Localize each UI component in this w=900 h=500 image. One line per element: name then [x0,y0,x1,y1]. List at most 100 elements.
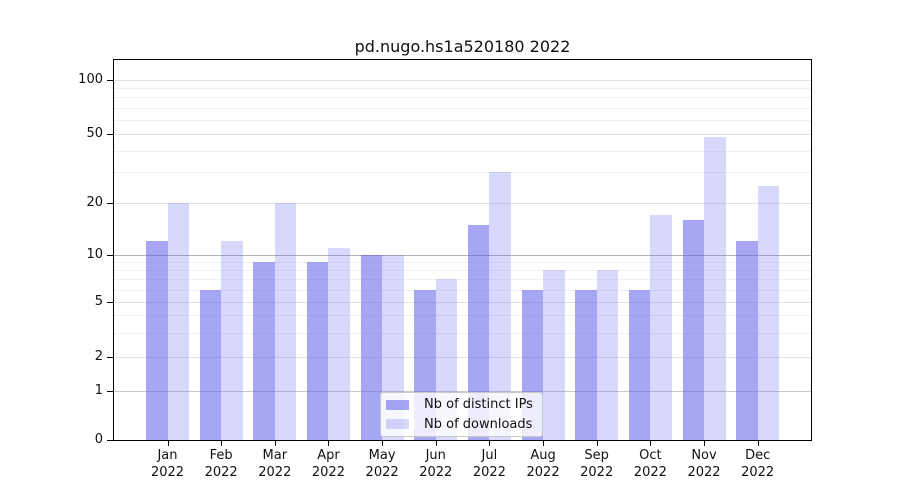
bar-nb-of-downloads-feb [221,241,243,440]
bar-nb-of-downloads-sep [596,270,619,440]
y-tick-mark [107,391,113,392]
x-tick-month: Jan [157,448,178,463]
x-tick-month: Jul [481,448,498,463]
x-tick-mark [489,441,491,446]
x-tick-mark [435,441,437,446]
major-gridline [114,80,811,81]
legend-item-distinct-ips: Nb of distinct IPs [386,397,542,412]
y-tick-mark [107,80,113,81]
minor-gridline [114,315,811,317]
x-tick-mark [274,441,276,446]
legend-swatch-distinct-ips [386,399,409,410]
x-tick-label: Aug 2022 [511,447,575,481]
bar-nb-of-downloads-jan [167,203,189,440]
x-tick-year: 2022 [204,465,238,480]
bar-nb-of-distinct-ips-jul [467,224,490,440]
minor-gridline [114,270,811,272]
minor-gridline [114,172,811,174]
x-tick-year: 2022 [633,465,667,480]
x-tick-label: Nov 2022 [672,447,736,481]
x-tick-label: Mar 2022 [243,447,307,481]
x-tick-year: 2022 [150,465,185,480]
plot-area [113,59,812,441]
chart-title: pd.nugo.hs1a520180 2022 [354,37,571,56]
minor-gridline [114,88,811,90]
x-tick-year: 2022 [311,465,345,480]
x-tick-label: Jun 2022 [404,447,468,481]
x-tick-month: Oct [639,448,662,463]
x-tick-mark [757,441,759,446]
x-tick-mark [650,441,652,446]
x-tick-year: 2022 [365,465,399,480]
bar-nb-of-downloads-mar [274,203,297,440]
x-tick-label: May 2022 [350,447,414,481]
y-tick-label: 1 [94,383,103,398]
major-gridline [114,391,811,392]
bar-nb-of-distinct-ips-sep [575,289,597,440]
x-tick-label: Oct 2022 [618,447,682,481]
x-tick-label: Jul 2022 [457,447,521,481]
legend-label-distinct-ips: Nb of distinct IPs [424,397,533,413]
y-tick-mark [107,255,113,256]
bar-nb-of-distinct-ips-nov [682,219,704,440]
x-tick-mark [328,441,330,446]
y-tick-mark [107,440,113,441]
bar-nb-of-distinct-ips-oct [628,289,651,440]
x-tick-label: Apr 2022 [296,447,360,481]
x-tick-month: Sep [584,448,609,463]
bar-nb-of-distinct-ips-mar [253,262,275,440]
major-gridline [114,302,811,303]
x-tick-year: 2022 [526,465,560,480]
x-tick-year: 2022 [580,465,614,480]
x-tick-month: Feb [209,448,233,463]
major-gridline [114,134,811,135]
x-tick-label: Jan 2022 [136,447,200,481]
bar-nb-of-distinct-ips-jan [146,241,168,440]
minor-gridline [114,107,811,109]
legend: Nb of distinct IPs Nb of downloads [380,392,543,437]
major-gridline [114,203,811,204]
bar-nb-of-downloads-aug [543,270,565,440]
x-tick-label: Dec 2022 [726,447,790,481]
x-tick-month: Nov [691,448,717,463]
minor-gridline [114,262,811,264]
y-tick-mark [107,302,113,303]
y-tick-label: 2 [94,349,103,364]
y-tick-mark [107,134,113,135]
x-tick-mark [596,441,598,446]
x-tick-label: Feb 2022 [189,447,253,481]
x-tick-month: Jun [425,448,446,463]
legend-label-downloads: Nb of downloads [424,416,533,432]
minor-gridline [114,332,811,334]
x-tick-mark [221,441,223,446]
x-tick-month: Dec [745,448,771,463]
x-tick-year: 2022 [472,465,506,480]
major-gridline [114,357,811,358]
major-gridline [114,255,811,256]
x-tick-year: 2022 [741,465,775,480]
minor-gridline [114,279,811,281]
y-tick-label: 10 [86,247,103,262]
bar-nb-of-downloads-jul [489,172,511,440]
y-tick-mark [107,357,113,358]
bar-nb-of-downloads-oct [650,215,672,440]
bar-nb-of-distinct-ips-dec [736,241,758,440]
x-tick-month: May [368,448,396,463]
minor-gridline [114,119,811,121]
x-tick-year: 2022 [687,465,721,480]
y-tick-label: 20 [86,195,103,210]
minor-gridline [114,289,811,291]
x-tick-month: Aug [530,448,556,463]
x-tick-year: 2022 [419,465,453,480]
bar-nb-of-downloads-dec [757,186,780,440]
y-tick-label: 5 [94,294,103,309]
x-tick-mark [382,441,384,446]
x-tick-label: Sep 2022 [565,447,629,481]
legend-item-downloads: Nb of downloads [386,417,542,432]
x-tick-year: 2022 [258,465,292,480]
x-tick-month: Mar [262,448,288,463]
legend-swatch-downloads [386,419,409,430]
bar-nb-of-distinct-ips-apr [306,262,329,440]
y-tick-label: 0 [94,432,103,447]
